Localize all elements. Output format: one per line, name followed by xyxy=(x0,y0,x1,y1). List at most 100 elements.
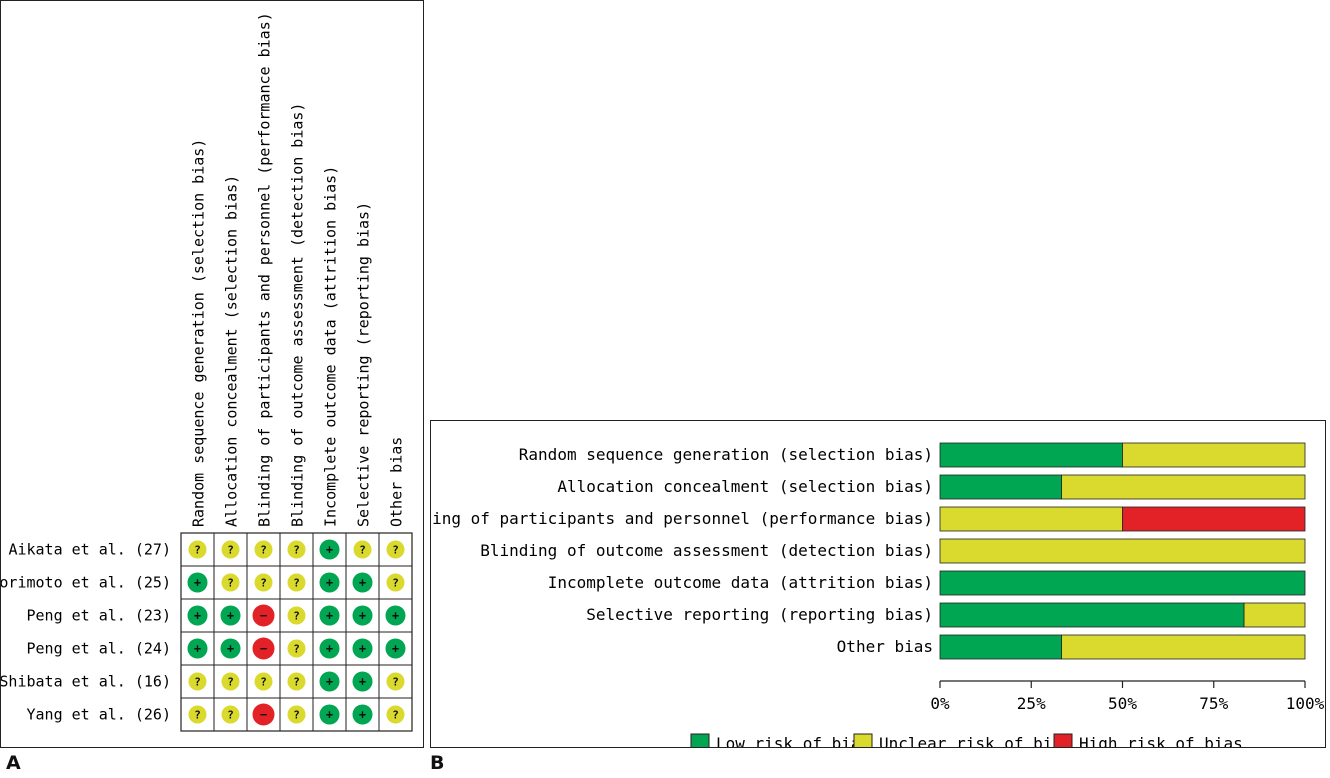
legend-label: High risk of bias xyxy=(1079,734,1243,747)
rating-unclear-icon xyxy=(221,672,240,691)
legend-swatch-unclear xyxy=(853,733,873,753)
study-label: Morimoto et al. (25) xyxy=(1,574,171,592)
rating-symbol: + xyxy=(326,576,333,590)
rating-low-icon xyxy=(385,638,406,659)
rating-low-icon xyxy=(220,605,241,626)
study-label: Aikata et al. (27) xyxy=(8,541,171,559)
rating-low-icon xyxy=(220,638,241,659)
category-label: Selective reporting (reporting bias) xyxy=(586,605,933,624)
rating-symbol: + xyxy=(326,708,333,722)
legend-swatch-high xyxy=(1053,733,1073,753)
rating-low-icon xyxy=(352,638,373,659)
rating-symbol: ? xyxy=(260,577,267,590)
rating-symbol: ? xyxy=(392,544,399,557)
domain-header: Blinding of participants and personnel (… xyxy=(256,12,274,527)
study-label: Shibata et al. (16) xyxy=(1,673,171,691)
rating-unclear-icon xyxy=(287,672,306,691)
summary-panel: Random sequence generation (selection bi… xyxy=(0,0,424,748)
domain-header: Allocation concealment (selection bias) xyxy=(223,175,241,527)
rating-unclear-icon xyxy=(221,573,240,592)
study-label: Peng et al. (24) xyxy=(27,640,172,658)
rating-low-icon xyxy=(187,572,208,593)
rating-symbol: ? xyxy=(392,709,399,722)
rating-symbol: + xyxy=(194,609,201,623)
summary-chart: Random sequence generation (selection bi… xyxy=(0,12,413,732)
rating-unclear-icon xyxy=(353,540,372,559)
bar-segment-unclear xyxy=(1243,602,1306,628)
rating-symbol: ? xyxy=(227,709,234,722)
rating-symbol: + xyxy=(326,642,333,656)
rating-unclear-icon xyxy=(221,705,240,724)
rating-symbol: + xyxy=(392,609,399,623)
rating-unclear-icon xyxy=(287,639,306,658)
legend-label: Unclear risk of bias xyxy=(879,734,1072,747)
rating-low-icon xyxy=(319,704,340,725)
rating-low-icon xyxy=(352,671,373,692)
x-tick-label: 25% xyxy=(1017,694,1046,713)
rating-unclear-icon xyxy=(287,540,306,559)
x-tick-label: 75% xyxy=(1199,694,1228,713)
legend-swatch-low xyxy=(690,733,710,753)
rating-symbol: + xyxy=(326,543,333,557)
bar-segment-low xyxy=(939,570,1306,596)
rating-unclear-icon xyxy=(386,540,405,559)
rating-low-icon xyxy=(319,572,340,593)
rating-symbol: + xyxy=(359,642,366,656)
rating-symbol: + xyxy=(359,675,366,689)
rating-symbol: − xyxy=(260,708,267,722)
rating-low-icon xyxy=(319,671,340,692)
rating-symbol: ? xyxy=(227,676,234,689)
study-label: Peng et al. (23) xyxy=(27,607,172,625)
bar-segment-unclear xyxy=(1061,474,1306,500)
rating-symbol: + xyxy=(227,609,234,623)
category-label: Blinding of outcome assessment (detectio… xyxy=(480,541,933,560)
rating-symbol: ? xyxy=(260,676,267,689)
rating-unclear-icon xyxy=(287,573,306,592)
category-label: Blinding of participants and personnel (… xyxy=(431,509,933,528)
rating-low-icon xyxy=(319,539,340,560)
domain-header: Random sequence generation (selection bi… xyxy=(190,139,208,527)
rating-low-icon xyxy=(385,605,406,626)
rating-symbol: + xyxy=(326,675,333,689)
rating-symbol: + xyxy=(359,576,366,590)
x-tick-label: 0% xyxy=(930,694,950,713)
rating-low-icon xyxy=(319,638,340,659)
panel-label-b: B xyxy=(430,752,445,774)
bar-segment-low xyxy=(939,602,1245,628)
bar-segment-unclear xyxy=(1122,442,1306,468)
graph-panel: Random sequence generation (selection bi… xyxy=(384,420,1326,753)
domain-header: Blinding of outcome assessment (detectio… xyxy=(289,103,307,527)
rating-low-icon xyxy=(352,605,373,626)
rating-unclear-icon xyxy=(221,540,240,559)
rating-unclear-icon xyxy=(254,573,273,592)
bar-segment-low xyxy=(939,474,1062,500)
rating-symbol: ? xyxy=(392,676,399,689)
bar-segment-low xyxy=(939,634,1062,660)
rating-high-icon xyxy=(252,637,275,660)
rating-unclear-icon xyxy=(386,672,405,691)
rating-symbol: ? xyxy=(194,544,201,557)
x-tick-label: 50% xyxy=(1108,694,1137,713)
category-label: Other bias xyxy=(837,637,933,656)
category-label: Incomplete outcome data (attrition bias) xyxy=(548,573,933,592)
category-label: Random sequence generation (selection bi… xyxy=(519,445,933,464)
rating-symbol: − xyxy=(260,609,267,623)
rating-unclear-icon xyxy=(386,705,405,724)
rating-symbol: ? xyxy=(227,577,234,590)
legend-label: Low risk of bias xyxy=(716,734,870,747)
rating-unclear-icon xyxy=(188,540,207,559)
rating-symbol: ? xyxy=(392,577,399,590)
rating-symbol: + xyxy=(227,642,234,656)
category-label: Allocation concealment (selection bias) xyxy=(557,477,933,496)
rating-symbol: − xyxy=(260,642,267,656)
rating-symbol: + xyxy=(326,609,333,623)
rating-unclear-icon xyxy=(188,705,207,724)
rating-symbol: + xyxy=(194,642,201,656)
rating-symbol: ? xyxy=(194,676,201,689)
rating-unclear-icon xyxy=(287,705,306,724)
bar-segment-unclear xyxy=(939,538,1306,564)
rating-unclear-icon xyxy=(254,540,273,559)
bar-segment-unclear xyxy=(1061,634,1306,660)
rating-symbol: ? xyxy=(293,577,300,590)
rating-high-icon xyxy=(252,604,275,627)
